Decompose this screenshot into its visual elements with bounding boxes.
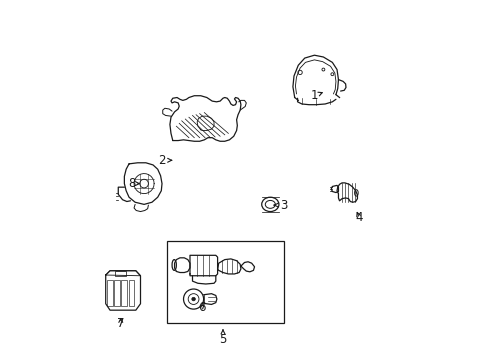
Bar (121, 280, 127, 306)
Bar (167, 241, 284, 323)
Text: 8: 8 (127, 177, 139, 190)
Text: 7: 7 (117, 317, 124, 330)
Text: 2: 2 (158, 154, 171, 167)
Bar (114, 280, 120, 306)
Bar (128, 280, 134, 306)
Bar (107, 280, 113, 306)
Text: 6: 6 (197, 301, 205, 314)
Text: 1: 1 (310, 89, 322, 102)
Text: 3: 3 (274, 199, 287, 212)
Text: 4: 4 (355, 211, 362, 224)
Circle shape (191, 297, 195, 301)
Bar (115, 271, 126, 276)
Text: 5: 5 (219, 330, 226, 346)
